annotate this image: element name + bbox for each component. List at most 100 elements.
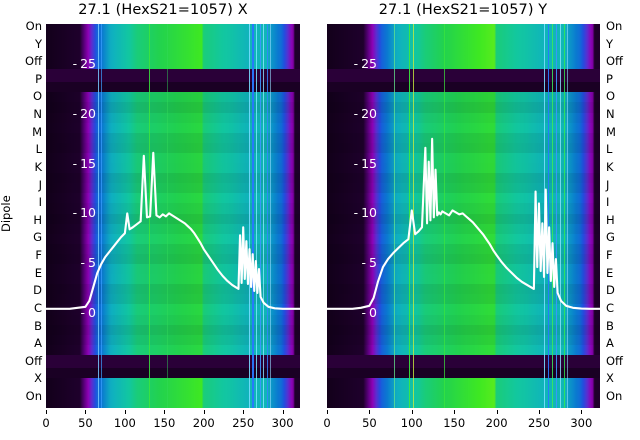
panel-y-title: 27.1 (HexS21=1057) Y — [378, 2, 548, 18]
xtick-label-300: 300 — [570, 416, 593, 430]
panel-y-plot[interactable] — [327, 24, 600, 408]
outer-ytick-g-12: G — [606, 230, 615, 245]
heatmap-streak — [544, 24, 546, 408]
xtick-mark-150 — [164, 410, 166, 414]
xtick-mark-200 — [496, 410, 498, 414]
outer-ytick-x-20: X — [34, 371, 42, 386]
outer-ytick-o-4: O — [32, 89, 42, 104]
xtick-label-100: 100 — [400, 416, 423, 430]
heatmap-gap — [46, 82, 300, 93]
outer-ytick-y-1: Y — [606, 36, 614, 51]
heatmap-streak — [98, 24, 99, 408]
xtick-mark-300 — [581, 410, 583, 414]
xtick-label-300: 300 — [271, 416, 294, 430]
heatmap-streak — [412, 24, 414, 408]
xtick-label-50: 50 — [362, 416, 377, 430]
heatmap-streak — [563, 24, 565, 408]
xtick-label-0: 0 — [323, 416, 331, 430]
inner-ytick-20: -20 — [72, 106, 96, 121]
outer-ytick-m-6: M — [32, 124, 42, 139]
heatmap-streak — [444, 24, 446, 408]
outer-ytick-d-15: D — [606, 283, 615, 298]
outer-ytick-f-13: F — [35, 248, 42, 263]
panel-x: 27.1 (HexS21=1057) X -25 -20 -15 -10 -5 -0 On… — [25, 2, 300, 430]
outer-ytick-a-18: A — [606, 336, 614, 351]
inner-ytick-5: -5 — [361, 255, 377, 271]
xtick-label-150: 150 — [153, 416, 176, 430]
outer-ytick-c-16: C — [33, 300, 42, 315]
heatmap-streak — [100, 24, 102, 408]
outer-ytick-n-5: N — [33, 107, 42, 122]
outer-ytick-off-2: Off — [606, 54, 623, 69]
heatmap-streak — [252, 24, 254, 408]
xtick-label-50: 50 — [78, 416, 93, 430]
xtick-mark-50 — [85, 410, 87, 414]
heatmap-gap — [46, 355, 300, 368]
panel-y: 27.1 (HexS21=1057) Y -25 -20 -15 -10 -5 -0 On… — [320, 0, 640, 440]
xtick-mark-250 — [538, 410, 540, 414]
outer-ytick-p-3: P — [606, 71, 613, 86]
outer-ytick-on-0: On — [25, 19, 42, 33]
heatmap-streak — [393, 24, 395, 408]
xtick-label-250: 250 — [232, 416, 255, 430]
outer-ytick-h-11: H — [33, 212, 42, 227]
heatmap-gap — [327, 367, 600, 379]
outer-ytick-f-13: F — [606, 248, 613, 263]
heatmap-gap — [327, 355, 600, 368]
panel-x-title: 27.1 (HexS21=1057) X — [78, 2, 248, 18]
outer-ytick-i-10: I — [606, 195, 610, 210]
heatmap-band-bottom — [46, 378, 300, 408]
panel-x-plot[interactable] — [46, 24, 300, 408]
outer-ytick-off-19: Off — [25, 353, 42, 368]
heatmap-streak — [555, 24, 557, 408]
heatmap-gap — [46, 367, 300, 379]
xtick-mark-250 — [243, 410, 245, 414]
heatmap-streak — [256, 24, 258, 408]
heatmap-streak — [266, 24, 269, 408]
xtick-mark-100 — [411, 410, 413, 414]
xtick-mark-0 — [46, 410, 47, 414]
xtick-mark-50 — [369, 410, 371, 414]
heatmap-gap — [327, 69, 600, 83]
outer-ytick-y-1: Y — [34, 36, 42, 51]
xtick-label-150: 150 — [443, 416, 466, 430]
xtick-label-200: 200 — [485, 416, 508, 430]
outer-ytick-c-16: C — [606, 300, 615, 315]
xtick-mark-200 — [203, 410, 205, 414]
outer-ytick-m-6: M — [606, 124, 616, 139]
xtick-mark-150 — [454, 410, 456, 414]
outer-ytick-e-14: E — [606, 265, 614, 280]
heatmap-streak — [148, 24, 150, 408]
heatmap-streak — [551, 24, 553, 408]
inner-ytick-20: -20 — [353, 106, 377, 121]
heatmap-streak — [270, 24, 271, 408]
xtick-label-200: 200 — [192, 416, 215, 430]
heatmap-streak — [259, 24, 261, 408]
outer-ytick-b-17: B — [606, 318, 614, 333]
heatmap-streak — [166, 24, 168, 408]
inner-ytick-10: -10 — [353, 205, 377, 221]
outer-ytick-k-8: K — [606, 159, 614, 174]
outer-ytick-h-11: H — [606, 212, 615, 227]
outer-ytick-on-21: On — [606, 389, 623, 403]
outer-ytick-o-4: O — [606, 89, 616, 104]
xtick-mark-100 — [124, 410, 126, 414]
heatmap-band-bottom — [327, 378, 600, 408]
outer-ytick-g-12: G — [33, 230, 42, 245]
heatmap-streak — [559, 24, 561, 408]
heatmap-streak — [263, 24, 265, 408]
heatmap-band-top — [327, 24, 600, 70]
outer-ytick-n-5: N — [606, 107, 615, 122]
xtick-label-100: 100 — [113, 416, 136, 430]
heatmap-streak — [547, 24, 549, 408]
heatmap-gap — [327, 82, 600, 93]
outer-ytick-on-21: On — [25, 389, 42, 403]
outer-ytick-l-7: L — [35, 142, 42, 157]
xtick-label-250: 250 — [527, 416, 550, 430]
outer-ytick-i-10: I — [38, 195, 42, 210]
outer-ytick-l-7: L — [606, 142, 613, 157]
outer-ytick-e-14: E — [34, 265, 42, 280]
inner-ytick-0: -0 — [361, 304, 377, 320]
outer-ytick-j-9: J — [606, 177, 610, 192]
outer-ytick-on-0: On — [606, 19, 623, 33]
